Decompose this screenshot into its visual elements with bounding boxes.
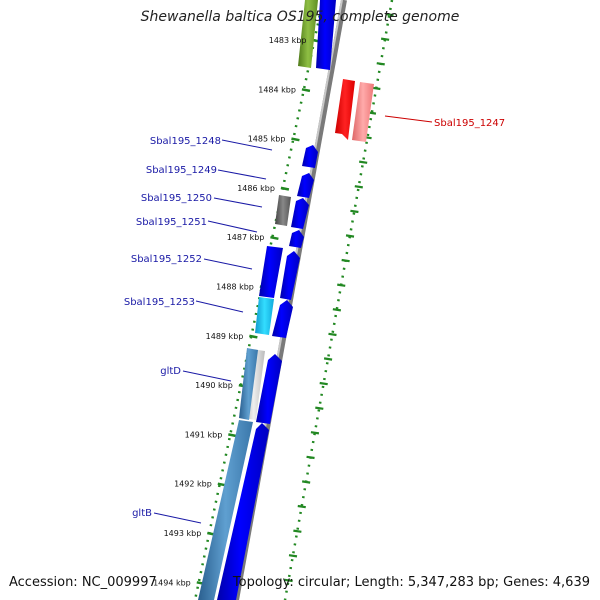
tick-label: 1489 kbp [206, 332, 244, 341]
gene-label-sbal195-1250[interactable]: Sbal195_1250 [141, 193, 212, 204]
gene-labels: Sbal195_1248 Sbal195_1249 Sbal195_1250 S… [124, 118, 505, 519]
outer-tick-mark [341, 258, 350, 263]
forward-genes [198, 0, 336, 600]
tick-mark [270, 235, 279, 241]
gene-sbal195-1247-copy [352, 82, 374, 142]
gene-label-gltB[interactable]: gltB [132, 508, 152, 519]
topology-text: Topology: circular; Length: 5,347,283 bp… [232, 575, 590, 590]
gene-gltB-fwd [217, 423, 269, 600]
gene-sbal195-1252-fwd [280, 251, 300, 300]
outer-tick-mark [354, 185, 363, 189]
outer-tick-mark [376, 62, 385, 66]
tick-label: 1486 kbp [237, 184, 275, 193]
gene-sbal195-1249 [297, 173, 314, 198]
outer-tick-mark [315, 406, 324, 410]
outer-tick-mark [385, 12, 394, 17]
gene-label-sbal195-1251[interactable]: Sbal195_1251 [136, 217, 207, 228]
outer-tick-mark [372, 86, 381, 91]
gene-sbal195-1250 [275, 195, 291, 226]
reverse-genes [335, 79, 374, 142]
tick-label: 1491 kbp [185, 430, 223, 439]
gene-gltD [239, 348, 258, 420]
label-leader-lines [153, 115, 433, 524]
tick-mark [280, 186, 290, 191]
tick-labels: 1483 kbp 1484 kbp 1485 kbp 1486 kbp 1487 kbp… [153, 36, 306, 587]
outer-tick-mark [380, 37, 390, 41]
tick-label: 1492 kbp [174, 480, 212, 489]
gene-sbal195-1250-fwd [291, 198, 309, 229]
outer-tick-mark [332, 308, 342, 312]
gene-top-olive [298, 0, 318, 68]
gene-sbal195-1252 [259, 246, 283, 298]
outer-tick-mark [284, 578, 293, 583]
tick-label: 1485 kbp [248, 135, 286, 144]
gene-gltD-fwd [256, 354, 282, 424]
tick-mark [301, 88, 311, 93]
outer-tick-mark [310, 431, 320, 435]
tick-mark [228, 433, 237, 438]
outer-tick-mark [323, 357, 333, 361]
gene-sbal195-1253 [255, 297, 274, 335]
gene-label-gltD[interactable]: gltD [160, 366, 181, 377]
outer-dotted-ring [283, 0, 394, 600]
outer-tick-mark [359, 160, 368, 164]
tick-label: 1494 kbp [153, 578, 191, 587]
outer-tick-marks [284, 12, 394, 583]
gene-label-sbal195-1247[interactable]: Sbal195_1247 [434, 118, 505, 129]
outer-tick-mark [345, 234, 355, 238]
map-title: Shewanella baltica OS195, complete genom… [140, 9, 460, 25]
outer-tick-mark [297, 504, 306, 509]
tick-mark [291, 137, 300, 142]
outer-tick-mark [306, 455, 315, 460]
gene-sbal195-1248 [302, 145, 318, 168]
outer-tick-mark [337, 283, 346, 287]
tick-label: 1493 kbp [164, 529, 202, 538]
outer-tick-mark [301, 480, 311, 484]
gene-label-sbal195-1252[interactable]: Sbal195_1252 [131, 254, 202, 265]
outer-tick-mark [319, 381, 328, 386]
tick-label: 1490 kbp [195, 381, 233, 390]
outer-tick-mark [350, 209, 359, 214]
tick-label: 1488 kbp [216, 283, 254, 292]
gene-top-blue [316, 0, 336, 70]
gene-label-sbal195-1249[interactable]: Sbal195_1249 [146, 165, 217, 176]
outer-tick-mark [328, 332, 337, 337]
tick-mark [249, 334, 258, 339]
outer-tick-mark [288, 554, 298, 558]
accession-text: Accession: NC_009997 [9, 575, 157, 590]
outer-tick-mark [293, 529, 302, 533]
gene-sbal195-1247-reverse [335, 79, 355, 140]
tick-label: 1484 kbp [258, 85, 296, 94]
tick-label: 1483 kbp [269, 36, 307, 45]
gene-sbal195-1251 [289, 230, 304, 248]
gene-sbal195-1253-fwd [272, 300, 293, 338]
gene-gltB [198, 420, 253, 600]
gene-label-sbal195-1253[interactable]: Sbal195_1253 [124, 297, 195, 308]
tick-label: 1487 kbp [227, 233, 265, 242]
gene-label-sbal195-1248[interactable]: Sbal195_1248 [150, 136, 221, 147]
